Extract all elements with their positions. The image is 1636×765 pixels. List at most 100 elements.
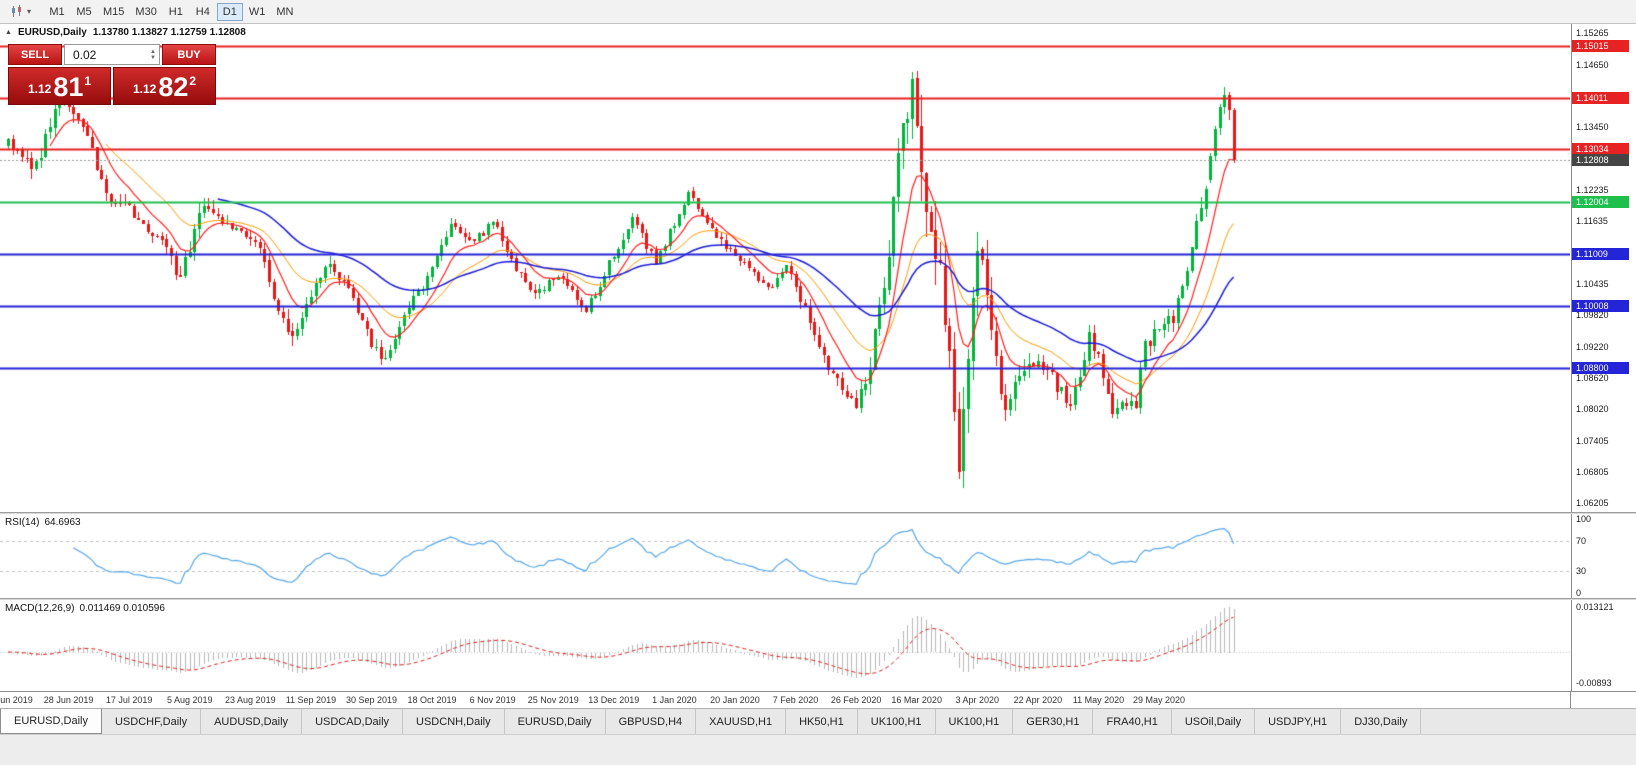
sell-price-big: 81: [53, 72, 84, 102]
tab-usdcnh-daily[interactable]: USDCNH,Daily: [403, 709, 505, 734]
price-axis-label: 1.06205: [1576, 498, 1609, 508]
hline-price-label[interactable]: 1.13034: [1572, 142, 1629, 155]
macd-pane: 0.013121 -0.00893 MACD(12,26,9) 0.011469 0…: [0, 600, 1636, 691]
timeframe-toolbar: M1 M5 M15 M30 H1 H4 D1 W1 MN: [44, 2, 298, 21]
rsi-axis: 100 70 30 0: [1571, 514, 1636, 598]
tab-dj30-daily[interactable]: DJ30,Daily: [1341, 709, 1422, 734]
charts-tab-bar: EURUSD,Daily USDCHF,Daily AUDUSD,Daily USDC…: [0, 708, 1636, 734]
date-axis-label: 28 Jun 2019: [43, 695, 94, 705]
macd-name: MACD(12,26,9): [5, 603, 75, 614]
date-axis-label: 10 Jun 2019: [0, 695, 33, 705]
macd-axis-label: 0.013121: [1576, 602, 1614, 612]
volume-up-icon[interactable]: ▲: [150, 48, 156, 55]
hline-price-label[interactable]: 1.11009: [1572, 247, 1629, 260]
date-axis-label: 26 Feb 2020: [830, 695, 882, 705]
date-axis-label: 3 Apr 2020: [955, 695, 1000, 705]
timeframe-m5[interactable]: M5: [76, 5, 92, 18]
pane-splitter[interactable]: [0, 598, 1636, 600]
hline-price-label[interactable]: 1.08800: [1572, 362, 1629, 375]
timeframe-h1[interactable]: H1: [168, 5, 183, 18]
tab-usoil-daily[interactable]: USOil,Daily: [1171, 709, 1256, 734]
tab-usdcad-daily[interactable]: USDCAD,Daily: [302, 709, 404, 734]
rsi-pane: 100 70 30 0 RSI(14) 64.6963: [0, 514, 1636, 598]
buy-price-big: 82: [158, 72, 189, 102]
tab-ger30-h1[interactable]: GER30,H1: [1013, 709, 1094, 734]
trade-panel-controls: SELL 0.02 ▲ ▼ BUY: [8, 44, 216, 65]
collapse-arrow-icon[interactable]: ▲: [5, 29, 12, 36]
tab-audusd-daily[interactable]: AUDUSD,Daily: [201, 709, 303, 734]
macd-values: 0.011469 0.010596: [79, 603, 165, 614]
tab-gbpusd-h4[interactable]: GBPUSD,H4: [605, 709, 697, 734]
rsi-value: 64.6963: [44, 517, 81, 528]
hline-price-label[interactable]: 1.10008: [1572, 299, 1629, 312]
tab-eurusd-daily[interactable]: EURUSD,Daily: [504, 709, 606, 734]
pane-splitter[interactable]: [0, 512, 1636, 514]
date-axis-label: 23 Aug 2019: [225, 695, 276, 705]
price-axis: 1.15265 1.14650 1.13450 1.12235 1.11635 1.104…: [1571, 24, 1636, 512]
timeframe-m30[interactable]: M30: [135, 5, 157, 18]
buy-button[interactable]: BUY: [162, 44, 216, 65]
price-axis-label: 1.13450: [1576, 122, 1609, 133]
tab-usdjpy-h1[interactable]: USDJPY,H1: [1255, 709, 1342, 734]
price-axis-label: 1.10435: [1576, 278, 1609, 289]
sell-price-main: 1.12: [27, 82, 52, 96]
date-axis-label: 25 Nov 2019: [527, 695, 579, 705]
rsi-canvas[interactable]: [0, 514, 1570, 598]
volume-input[interactable]: 0.02 ▲ ▼: [64, 44, 160, 65]
main-chart-pane: 1.15265 1.14650 1.13450 1.12235 1.11635 1.104…: [0, 24, 1636, 512]
ohlc-values: 1.13780 1.13827 1.12759 1.12808: [92, 27, 246, 38]
date-axis-label: 11 Sep 2019: [285, 695, 337, 705]
one-click-trading-panel: SELL 0.02 ▲ ▼ BUY 1.12 81 1 1.12 82 2: [8, 44, 216, 105]
timeframe-h4[interactable]: H4: [195, 5, 210, 18]
rsi-axis-label: 0: [1576, 588, 1582, 598]
timeframe-m15[interactable]: M15: [103, 5, 125, 18]
price-axis-label: 1.08020: [1576, 403, 1609, 414]
buy-price-panel[interactable]: 1.12 82 2: [113, 67, 216, 105]
macd-canvas[interactable]: [0, 600, 1570, 691]
volume-value: 0.02: [73, 47, 97, 62]
date-axis: 10 Jun 2019 28 Jun 2019 17 Jul 2019 5 Aug 2…: [0, 691, 1636, 708]
macd-title: MACD(12,26,9) 0.011469 0.010596: [5, 603, 170, 614]
sell-price-pipette: 1: [84, 74, 92, 88]
volume-spinner: ▲ ▼: [150, 49, 156, 61]
date-axis-label: 11 May 2020: [1072, 695, 1125, 705]
sell-price-panel[interactable]: 1.12 81 1: [8, 67, 111, 105]
main-chart-canvas[interactable]: [0, 24, 1570, 512]
trade-panel-quotes: 1.12 81 1 1.12 82 2: [8, 67, 216, 105]
chart-type-icon[interactable]: ▾: [5, 3, 36, 20]
tab-hk50-h1[interactable]: HK50,H1: [786, 709, 858, 734]
rsi-name: RSI(14): [5, 517, 40, 528]
tab-usdchf-daily[interactable]: USDCHF,Daily: [101, 709, 202, 734]
tab-fra40-h1[interactable]: FRA40,H1: [1093, 709, 1172, 734]
price-axis-label: 1.12235: [1576, 185, 1609, 196]
date-axis-label: 29 May 2020: [1132, 695, 1186, 705]
buy-price-main: 1.12: [132, 82, 157, 96]
price-axis-label: 1.14650: [1576, 59, 1609, 70]
timeframe-d1[interactable]: D1: [216, 2, 243, 21]
price-axis-label: 1.08620: [1576, 372, 1609, 383]
date-axis-label: 13 Dec 2019: [588, 695, 640, 705]
sell-button[interactable]: SELL: [8, 44, 62, 65]
volume-down-icon[interactable]: ▼: [150, 54, 156, 61]
timeframe-mn[interactable]: MN: [276, 5, 294, 18]
date-axis-label: 18 Oct 2019: [407, 695, 457, 705]
rsi-axis-label: 100: [1576, 514, 1592, 524]
date-axis-label: 5 Aug 2019: [166, 695, 213, 705]
timeframe-w1[interactable]: W1: [248, 5, 266, 18]
chart-title: ▲ EURUSD,Daily 1.13780 1.13827 1.12759 1…: [5, 27, 246, 38]
date-axis-label: 6 Nov 2019: [469, 695, 516, 705]
price-axis-label: 1.07405: [1576, 435, 1609, 446]
macd-axis-label: -0.00893: [1576, 678, 1612, 688]
date-axis-label: 30 Sep 2019: [345, 695, 397, 705]
tab-eurusd-daily[interactable]: EURUSD,Daily: [0, 709, 102, 734]
timeframe-m1[interactable]: M1: [49, 5, 65, 18]
tab-uk100-h1[interactable]: UK100,H1: [935, 709, 1014, 734]
hline-price-label[interactable]: 1.12004: [1572, 196, 1629, 209]
hline-price-label[interactable]: 1.14011: [1572, 92, 1629, 105]
hline-price-label[interactable]: 1.15015: [1572, 39, 1629, 52]
chevron-down-icon: ▾: [27, 6, 32, 16]
tab-xauusd-h1[interactable]: XAUUSD,H1: [696, 709, 787, 734]
buy-price-pipette: 2: [189, 74, 197, 88]
date-axis-label: 16 Mar 2020: [891, 695, 942, 705]
tab-uk100-h1[interactable]: UK100,H1: [857, 709, 936, 734]
